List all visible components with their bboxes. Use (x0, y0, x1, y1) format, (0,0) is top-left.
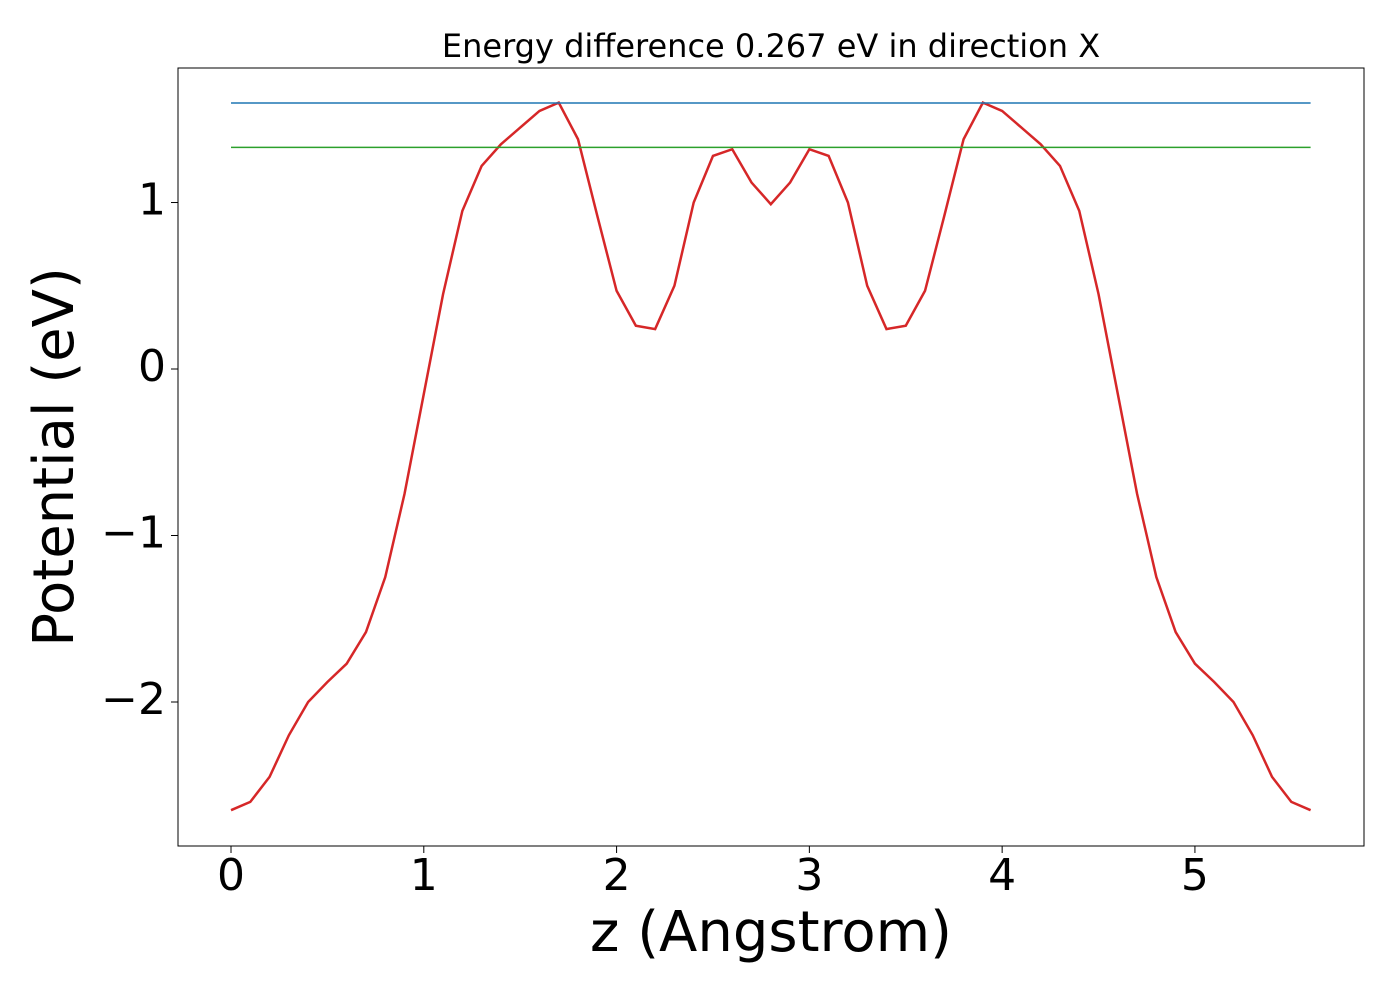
x-tick-label: 3 (795, 850, 823, 901)
x-tick-label: 2 (603, 850, 631, 901)
y-axis-label: Potential (eV) (22, 267, 87, 647)
y-tick-label: 0 (138, 341, 166, 392)
line-series (230, 101, 1312, 812)
x-tick-label: 1 (410, 850, 438, 901)
y-tick-label: −1 (101, 507, 166, 558)
y-tick-label: −2 (101, 674, 166, 725)
x-tick-label: 5 (1181, 850, 1209, 901)
chart-title: Energy difference 0.267 eV in direction … (442, 27, 1100, 65)
x-tick-label: 0 (217, 850, 245, 901)
y-tick-label: 1 (138, 175, 166, 226)
plot-frame (177, 67, 1365, 847)
x-axis-label: z (Angstrom) (590, 900, 952, 965)
x-tick-label: 4 (988, 850, 1016, 901)
